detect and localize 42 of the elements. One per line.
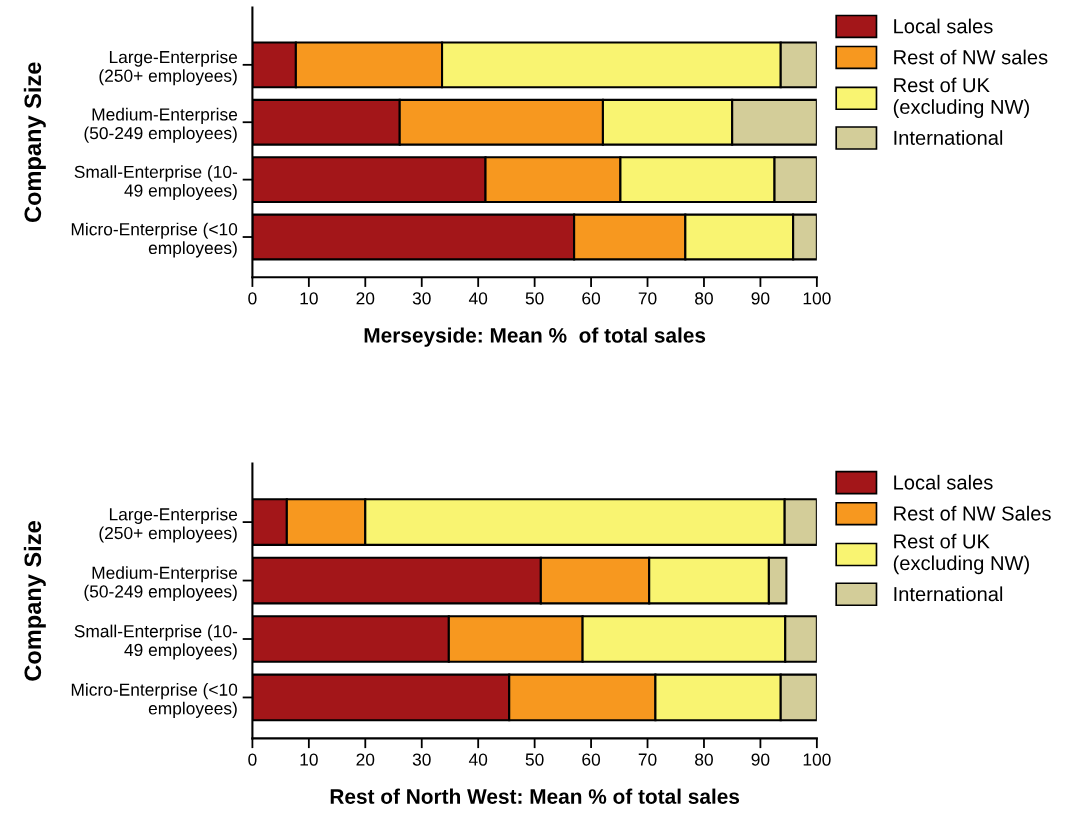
y-axis-title: Company Size (23, 521, 46, 681)
y-tick-label: Micro-Enterprise (<10 employees) (71, 222, 238, 258)
x-tick-label: 20 (356, 292, 375, 305)
x-axis-title: Merseyside: Mean % of total sales (364, 327, 706, 347)
y-tick-label: Large-Enterprise (250+ employees) (99, 507, 238, 543)
x-tick-label: 0 (248, 753, 257, 766)
legend-label: Local sales (894, 18, 993, 34)
x-tick-label: 50 (525, 292, 544, 305)
y-tick-label: Small-Enterprise (10- 49 employees) (74, 624, 238, 660)
x-tick-label: 0 (248, 292, 257, 305)
x-tick-label: 70 (638, 753, 657, 766)
legend-label: Rest of NW Sales (894, 505, 1051, 521)
x-tick-label: 90 (751, 753, 770, 766)
x-tick-label: 40 (468, 753, 488, 766)
x-tick-label: 60 (582, 753, 601, 766)
legend-label: Local sales (894, 474, 993, 490)
x-axis-title: Rest of North West: Mean % of total sales (330, 788, 740, 804)
x-tick-label: 60 (582, 292, 601, 305)
y-tick-label: Medium-Enterprise (50-249 employees) (84, 566, 238, 602)
y-tick-label: Micro-Enterprise (<10 employees) (71, 683, 238, 718)
x-tick-label: 10 (300, 292, 318, 305)
y-axis-title: Company Size (23, 62, 46, 223)
x-tick-label: 30 (412, 753, 431, 766)
x-tick-label: 40 (468, 292, 488, 305)
legend-label: International (894, 130, 1003, 145)
x-tick-label: 20 (356, 753, 375, 766)
x-tick-label: 90 (751, 292, 770, 305)
x-tick-label: 80 (695, 292, 713, 305)
x-tick-label: 50 (525, 753, 544, 766)
x-tick-label: 80 (695, 753, 713, 766)
legend-label: Rest of UK (excluding NW) (893, 77, 1029, 118)
x-tick-label: 100 (803, 292, 831, 305)
legend-label: Rest of UK (excluding NW) (893, 533, 1029, 575)
y-tick-label: Medium-Enterprise (50-249 employees) (84, 107, 238, 143)
y-tick-label: Small-Enterprise (10- 49 employees) (74, 165, 238, 201)
x-tick-label: 70 (638, 292, 657, 305)
x-tick-label: 100 (803, 753, 831, 766)
legend-label: Rest of NW sales (894, 49, 1048, 65)
x-tick-label: 10 (300, 753, 318, 766)
y-tick-label: Large-Enterprise (250+ employees) (99, 50, 238, 86)
x-tick-label: 30 (412, 292, 431, 305)
legend-label: International (894, 586, 1003, 602)
